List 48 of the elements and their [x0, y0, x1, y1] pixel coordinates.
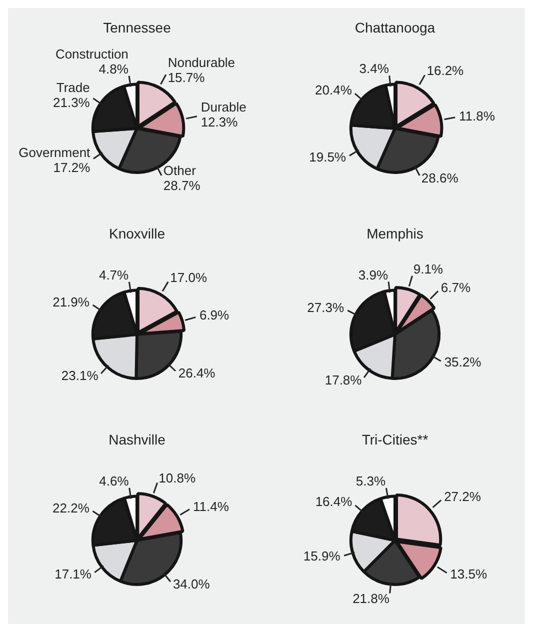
slice-label: Trade [56, 80, 90, 96]
data-label: 12.3% [200, 114, 238, 130]
data-label: 6.9% [199, 308, 230, 323]
data-label: 16.2% [426, 63, 464, 78]
chart-title: Tennessee [103, 19, 172, 36]
slice-label: Nondurable [168, 55, 236, 70]
data-label: 15.9% [303, 548, 341, 564]
data-label: 4.8% [98, 62, 129, 77]
data-label: 23.1% [61, 368, 99, 383]
chart-title: Memphis [366, 225, 424, 242]
data-label: 17.8% [324, 372, 362, 388]
data-label: 19.5% [309, 149, 346, 164]
chart-title: Chattanooga [354, 19, 436, 36]
slice-label: Durable [200, 100, 246, 115]
data-label: 5.3% [356, 474, 386, 489]
data-label: 4.6% [99, 473, 130, 488]
data-label: 13.5% [450, 566, 488, 582]
data-label: 34.0% [172, 576, 210, 592]
data-label: 35.2% [444, 354, 482, 370]
data-label: 22.2% [52, 500, 90, 516]
data-label: 11.8% [459, 108, 496, 124]
data-label: 17.1% [54, 566, 92, 582]
data-label: 4.7% [98, 268, 130, 282]
data-label: 28.6% [421, 170, 459, 186]
data-label: 17.0% [170, 270, 208, 285]
data-label: 10.8% [158, 470, 196, 486]
data-label: 15.7% [168, 70, 206, 86]
slice-label: Government [18, 145, 91, 160]
data-label: 28.7% [163, 178, 201, 194]
chart-title: Tri-Cities** [362, 431, 429, 448]
data-label: 26.4% [178, 365, 216, 380]
data-label: 27.3% [307, 300, 344, 316]
data-label: 3.9% [358, 267, 388, 282]
data-label: 16.4% [315, 494, 353, 510]
data-label: 21.8% [352, 590, 390, 606]
data-label: 21.3% [53, 95, 90, 110]
data-label: 27.2% [444, 489, 482, 504]
data-label: 20.4% [315, 82, 352, 98]
data-label: 3.4% [359, 61, 390, 76]
data-label: 21.9% [52, 294, 90, 310]
data-label: 11.4% [193, 498, 230, 514]
data-label: 17.2% [53, 160, 91, 176]
chart-title: Nashville [108, 431, 166, 448]
slice-label: Other [163, 163, 197, 178]
slice-label: Construction [55, 46, 128, 62]
chart-title: Knoxville [108, 225, 166, 242]
data-label: 6.7% [440, 280, 471, 295]
data-label: 9.1% [413, 262, 444, 277]
